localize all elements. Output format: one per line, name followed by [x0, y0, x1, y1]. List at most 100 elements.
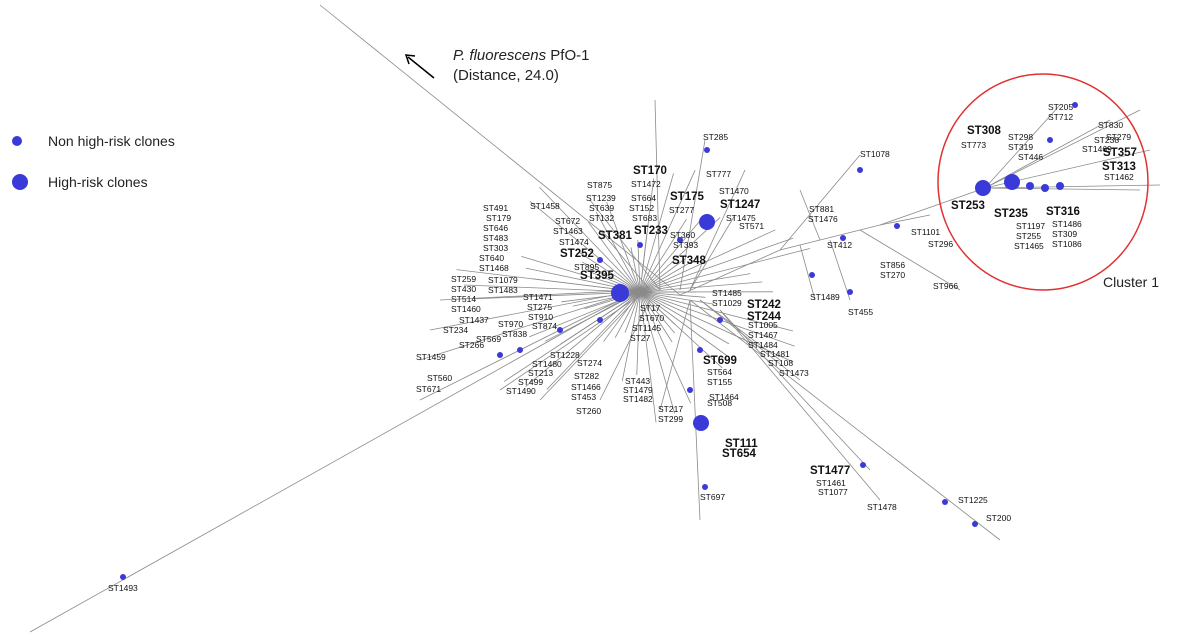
clone-label: ST1468 — [479, 263, 509, 273]
branch — [637, 240, 641, 293]
branch — [859, 229, 961, 291]
branch — [639, 229, 776, 293]
node — [697, 347, 703, 353]
clone-label: ST179 — [486, 213, 511, 223]
node — [702, 484, 708, 490]
clone-label: ST1077 — [818, 487, 848, 497]
node — [693, 415, 709, 431]
branch — [639, 291, 692, 404]
clone-label: ST639 — [589, 203, 614, 213]
branch — [639, 219, 687, 293]
branch — [456, 269, 641, 293]
clone-label: ST712 — [1048, 112, 1073, 122]
arrow — [407, 56, 435, 79]
branch — [639, 291, 676, 414]
high-risk-label: ST357 — [1103, 147, 1137, 159]
clone-label: ST1465 — [1014, 241, 1044, 251]
node — [894, 223, 900, 229]
high-risk-label: ST233 — [634, 225, 668, 237]
clone-label: ST881 — [809, 204, 834, 214]
branch — [654, 99, 661, 291]
branch — [586, 270, 641, 293]
branch — [529, 201, 641, 293]
clone-label: ST640 — [479, 253, 504, 263]
branch — [779, 154, 861, 251]
node — [1072, 102, 1078, 108]
clone-label: ST499 — [518, 377, 543, 387]
branch — [689, 299, 1001, 541]
clone-label: ST132 — [589, 213, 614, 223]
clone-label: ST393 — [673, 240, 698, 250]
node — [497, 352, 503, 358]
clone-label: ST200 — [986, 513, 1011, 523]
clone-label: ST646 — [483, 223, 508, 233]
clone-label: ST274 — [577, 358, 602, 368]
high-risk-label: ST654 — [722, 448, 756, 460]
node — [809, 272, 815, 278]
clone-label: ST569 — [476, 334, 501, 344]
clone-label: ST1486 — [1052, 219, 1082, 229]
branch — [639, 291, 730, 345]
clone-label: ST491 — [483, 203, 508, 213]
cluster-circle — [937, 73, 1149, 291]
arrow-head — [404, 54, 416, 65]
cluster-label: Cluster 1 — [1103, 274, 1159, 290]
branch — [639, 291, 723, 369]
branch — [579, 252, 641, 293]
node — [637, 242, 643, 248]
clone-label: ST27 — [630, 333, 651, 343]
clone-label: ST298 — [1008, 132, 1033, 142]
branch — [636, 291, 641, 375]
clone-label: ST875 — [587, 180, 612, 190]
node — [120, 574, 126, 580]
high-risk-label: ST699 — [703, 355, 737, 367]
clone-label: ST303 — [483, 243, 508, 253]
branch — [639, 291, 794, 332]
distance-label: (Distance, 24.0) — [453, 67, 559, 84]
node — [597, 317, 603, 323]
clone-label: ST296 — [928, 239, 953, 249]
branch — [546, 291, 641, 390]
clone-label: ST1079 — [488, 275, 518, 285]
clone-label: ST777 — [706, 169, 731, 179]
branch — [639, 291, 673, 343]
node — [1041, 184, 1049, 192]
node — [860, 462, 866, 468]
branches — [29, 4, 1161, 633]
clone-label: ST275 — [527, 302, 552, 312]
branch — [621, 291, 641, 382]
branch — [589, 199, 661, 291]
clone-label: ST319 — [1008, 142, 1033, 152]
node — [1026, 182, 1034, 190]
clone-label: ST671 — [416, 384, 441, 394]
clone-label: ST1485 — [712, 288, 742, 298]
clone-label: ST234 — [443, 325, 468, 335]
node — [611, 284, 629, 302]
branch — [879, 214, 931, 226]
clone-label: ST1481 — [760, 349, 790, 359]
high-risk-label: ST1247 — [720, 199, 760, 211]
clone-label: ST514 — [451, 294, 476, 304]
high-risk-label: ST348 — [672, 255, 706, 267]
clone-label: ST238 — [1094, 135, 1119, 145]
branch — [639, 258, 686, 293]
clone-label: ST1078 — [860, 149, 890, 159]
branch — [639, 291, 714, 305]
clone-label: ST1225 — [958, 495, 988, 505]
clone-label: ST856 — [880, 260, 905, 270]
clone-label: ST1437 — [459, 315, 489, 325]
branch — [639, 291, 728, 357]
clone-label: ST1458 — [530, 201, 560, 211]
branch — [639, 291, 657, 423]
clone-label: ST1005 — [748, 320, 778, 330]
branch — [799, 189, 821, 241]
clone-label: ST1476 — [808, 214, 838, 224]
branch — [639, 170, 696, 293]
clone-label: ST1462 — [1104, 172, 1134, 182]
branch — [799, 244, 816, 301]
high-risk-label: ST242 — [747, 299, 781, 311]
branch — [539, 294, 641, 401]
node — [517, 347, 523, 353]
nodes — [120, 102, 1078, 580]
node — [597, 257, 603, 263]
